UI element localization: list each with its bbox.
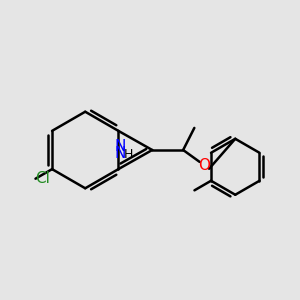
Text: N: N bbox=[114, 146, 125, 161]
Text: Cl: Cl bbox=[35, 171, 50, 186]
Text: O: O bbox=[198, 158, 210, 173]
Text: H: H bbox=[123, 148, 133, 161]
Text: N: N bbox=[114, 139, 125, 154]
